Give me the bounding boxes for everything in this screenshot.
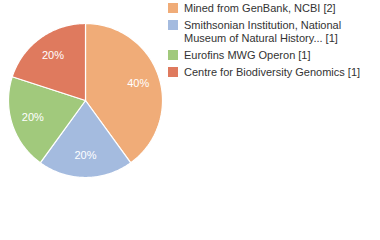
html-text:Eurofins MWG Operon [1]: Eurofins MWG Operon [1] <box>184 49 311 61</box>
svg-text:20%: 20% <box>42 49 64 61</box>
html-text:Mined from GenBank, NCBI [2]: Mined from GenBank, NCBI [2] <box>184 2 336 14</box>
html-text:Centre for Biodiversity Genomi: Centre for Biodiversity Genomics [1] <box>184 66 361 78</box>
svg-text:20%: 20% <box>74 149 96 161</box>
svg-text:40%: 40% <box>127 77 149 89</box>
svg-text:20%: 20% <box>22 111 44 123</box>
html-text:Smithsonian Institution, Natio: Smithsonian Institution, National Museum… <box>184 19 342 44</box>
